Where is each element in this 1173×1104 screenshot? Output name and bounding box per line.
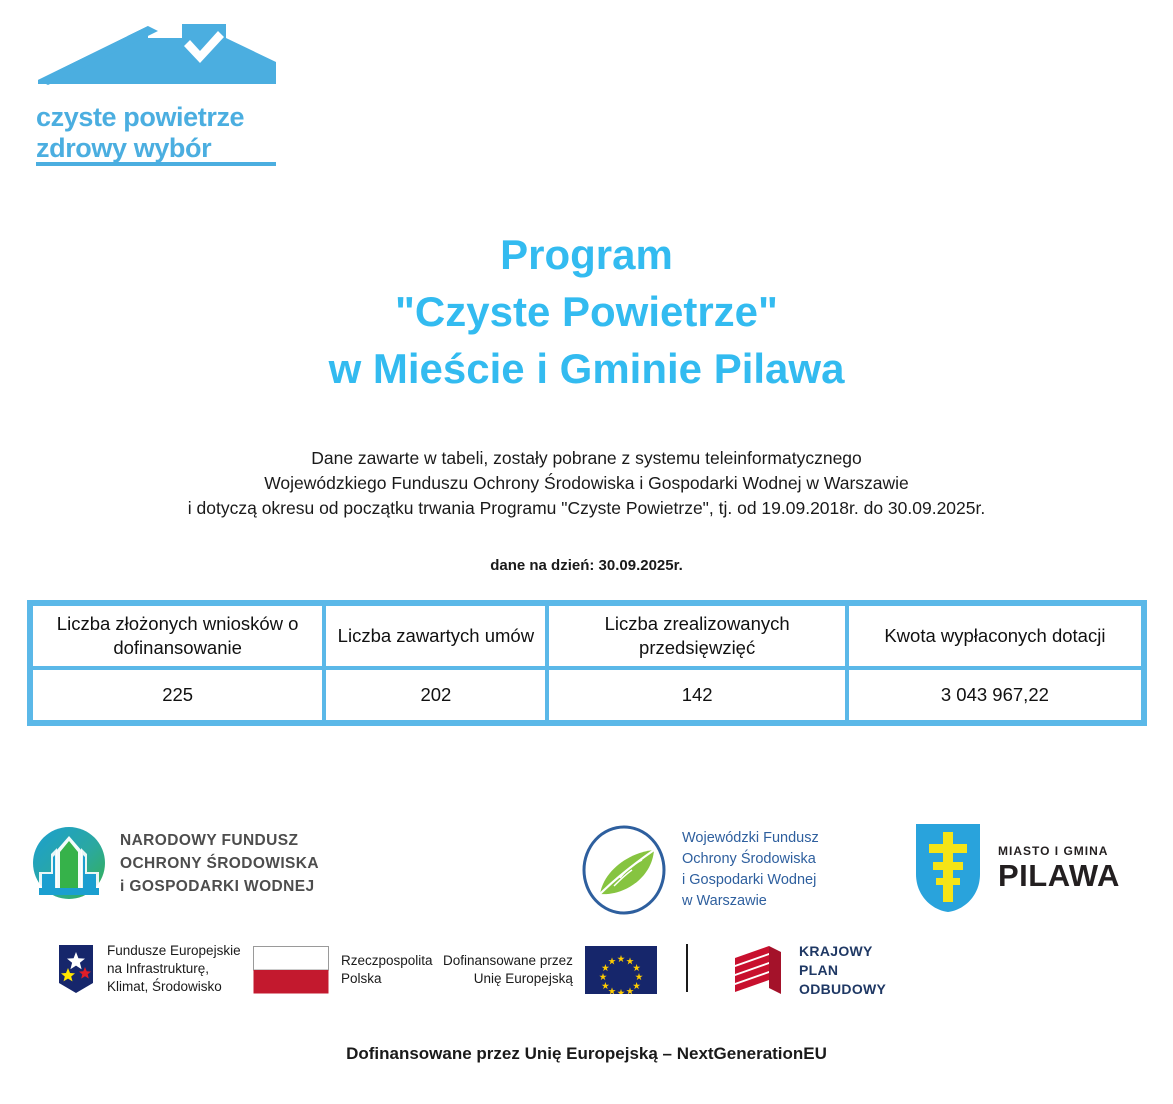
as-of-date: dane na dzień: 30.09.2025r. <box>490 557 683 574</box>
eu-strip-divider <box>686 944 688 992</box>
wfosigw-line-4: w Warszawie <box>682 893 767 909</box>
kpo-line-2: PLAN <box>799 962 839 978</box>
rp-line-1: Rzeczpospolita <box>341 953 433 968</box>
nfosigw-line-1: NARODOWY FUNDUSZ <box>120 831 299 849</box>
fe-line-2: na Infrastrukturę, <box>107 961 210 976</box>
eu-flag-icon <box>584 946 657 994</box>
rp-line-2: Polska <box>341 971 382 986</box>
logo-text-line1: czyste powietrze <box>36 102 245 132</box>
statistics-table: Liczba złożonych wniosków o dofinansowan… <box>27 600 1147 726</box>
wfosigw-logo: Wojewódzki Fundusz Ochrony Środowiska i … <box>576 822 819 918</box>
kpo-line-3: ODBUDOWY <box>799 981 887 997</box>
table-cell-wnioski: 225 <box>31 668 325 722</box>
ue-line-2: Unię Europejską <box>473 971 573 986</box>
fe-line-1: Fundusze Europejskie <box>107 943 241 958</box>
unia-europejska-text: Dofinansowane przez Unię Europejską <box>443 952 573 988</box>
fundusze-europejskie-logo: Fundusze Europejskie na Infrastrukturę, … <box>55 942 241 996</box>
wfosigw-line-1: Wojewódzki Fundusz <box>682 830 819 846</box>
eu-funding-strip: Fundusze Europejskie na Infrastrukturę, … <box>0 938 1173 1016</box>
pilawa-logo-text: MIASTO I GMINA PILAWA <box>998 845 1120 891</box>
rzeczpospolita-text: Rzeczpospolita Polska <box>341 952 433 988</box>
logo-underline-bar <box>36 162 276 166</box>
intro-line-1: Dane zawarte w tabeli, zostały pobrane z… <box>311 448 862 468</box>
table-header-row: Liczba złożonych wniosków o dofinansowan… <box>31 604 1143 668</box>
pilawa-subtitle: MIASTO I GMINA <box>998 844 1109 858</box>
title-line-3: w Mieście i Gminie Pilawa <box>328 345 845 392</box>
logo-text-line2: zdrowy wybór <box>36 133 212 163</box>
intro-paragraph: Dane zawarte w tabeli, zostały pobrane z… <box>0 446 1173 521</box>
nfosigw-line-2: OCHRONY ŚRODOWISKA <box>120 854 319 872</box>
intro-line-2: Wojewódzkiego Funduszu Ochrony Środowisk… <box>264 473 909 493</box>
shield-cross-icon <box>916 824 980 912</box>
nfosigw-line-3: i GOSPODARKI WODNEJ <box>120 877 315 895</box>
nfosigw-logo: NARODOWY FUNDUSZ OCHRONY ŚRODOWISKA i GO… <box>30 824 319 902</box>
czyste-powietrze-logo-svg: czyste powietrze zdrowy wybór <box>36 24 276 166</box>
institution-logos-row: NARODOWY FUNDUSZ OCHRONY ŚRODOWISKA i GO… <box>0 822 1173 922</box>
pilawa-coat-of-arms-logo: MIASTO I GMINA PILAWA <box>912 822 1120 914</box>
wfosigw-line-3: i Gospodarki Wodnej <box>682 872 817 888</box>
nfosigw-logo-text: NARODOWY FUNDUSZ OCHRONY ŚRODOWISKA i GO… <box>120 829 319 898</box>
wfosigw-logo-text: Wojewódzki Fundusz Ochrony Środowiska i … <box>682 828 819 912</box>
page-title: Program "Czyste Powietrze" w Mieście i G… <box>0 226 1173 397</box>
kpo-stripes-icon <box>735 945 781 994</box>
fe-stars-icon <box>59 945 93 993</box>
divider-bar <box>686 944 688 992</box>
czyste-powietrze-logo: czyste powietrze zdrowy wybór <box>30 18 292 166</box>
fe-line-3: Klimat, Środowisko <box>107 979 222 994</box>
krajowy-plan-odbudowy-text: KRAJOWY PLAN ODBUDOWY <box>799 942 886 999</box>
bottom-caption: Dofinansowane przez Unię Europejską – Ne… <box>346 1044 827 1063</box>
pilawa-title: PILAWA <box>998 858 1120 893</box>
table-cell-przedsiewziecia: 142 <box>547 668 847 722</box>
table-header-umowy: Liczba zawartych umów <box>324 604 548 668</box>
rzeczpospolita-polska-logo: Rzeczpospolita Polska <box>253 946 433 994</box>
unia-europejska-logo: Dofinansowane przez Unię Europejską <box>443 946 657 994</box>
table-row: 225 202 142 3 043 967,22 <box>31 668 1143 722</box>
house-roof-icon <box>38 24 276 85</box>
checkmark-icon <box>184 31 224 63</box>
circle-tree-emblem-icon <box>33 827 105 899</box>
table-cell-umowy: 202 <box>324 668 548 722</box>
fundusze-europejskie-text: Fundusze Europejskie na Infrastrukturę, … <box>107 942 241 996</box>
table-header-przedsiewziecia: Liczba zrealizowanych przedsięwzięć <box>547 604 847 668</box>
title-line-1: Program <box>500 231 673 278</box>
polish-flag-icon <box>253 946 329 994</box>
table-cell-kwota: 3 043 967,22 <box>846 668 1143 722</box>
table-header-kwota: Kwota wypłaconych dotacji <box>846 604 1143 668</box>
intro-line-3: i dotyczą okresu od początku trwania Pro… <box>187 498 986 518</box>
krajowy-plan-odbudowy-logo: KRAJOWY PLAN ODBUDOWY <box>729 942 886 999</box>
title-line-2: "Czyste Powietrze" <box>395 288 778 335</box>
kpo-line-1: KRAJOWY <box>799 943 873 959</box>
circle-leaf-emblem-icon <box>582 825 666 915</box>
table-header-wnioski: Liczba złożonych wniosków o dofinansowan… <box>31 604 325 668</box>
ue-line-1: Dofinansowane przez <box>443 953 573 968</box>
wfosigw-line-2: Ochrony Środowiska <box>682 851 816 867</box>
